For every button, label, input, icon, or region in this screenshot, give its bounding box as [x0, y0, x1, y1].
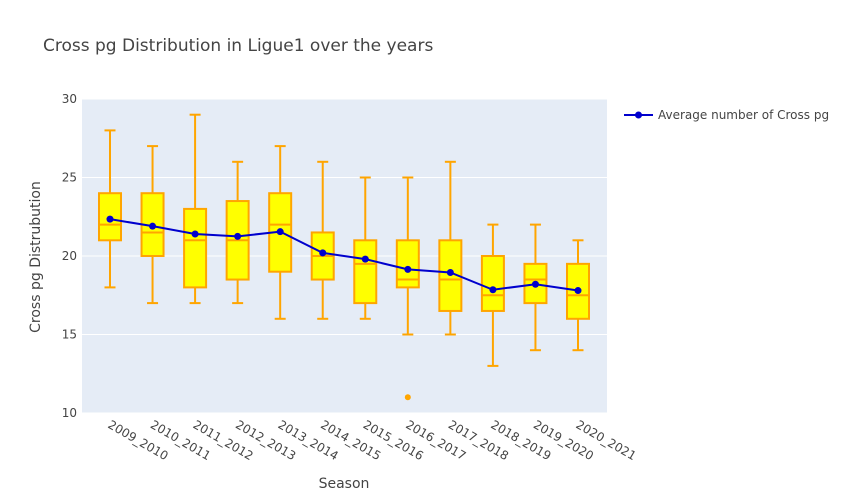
average-point	[446, 268, 454, 276]
box-plot	[395, 176, 420, 401]
x-axis-title: Season	[319, 476, 370, 492]
average-point	[276, 228, 284, 236]
average-point	[531, 280, 539, 288]
y-tick-label: 10	[62, 406, 77, 420]
average-line-path	[109, 218, 579, 292]
average-point	[574, 287, 582, 295]
box-plot	[353, 176, 378, 320]
y-tick-label: 30	[62, 92, 77, 106]
legend[interactable]: Average number of Cross pg	[624, 108, 829, 122]
box-body	[353, 239, 378, 305]
average-point	[404, 265, 412, 273]
y-tick-label: 25	[62, 171, 77, 185]
y-tick-label: 20	[62, 249, 77, 263]
y-tick-label: 15	[62, 328, 77, 342]
average-point	[234, 232, 242, 240]
x-tick-labels: 2009_20102010_20112011_20122012_20132013…	[106, 417, 639, 463]
chart-title: Cross pg Distribution in Ligue1 over the…	[43, 36, 433, 56]
y-tick-labels: 10 15 20 25 30	[62, 92, 77, 420]
legend-label: Average number of Cross pg	[658, 108, 829, 122]
box-plot	[480, 223, 505, 367]
average-point	[106, 215, 114, 223]
box-body	[183, 207, 208, 289]
box-body	[395, 239, 420, 289]
outlier-point	[404, 394, 411, 401]
average-point	[319, 249, 327, 257]
average-point	[489, 286, 497, 294]
average-point	[191, 230, 199, 238]
average-point	[361, 255, 369, 263]
box-plot	[225, 160, 250, 305]
average-point	[149, 222, 157, 230]
average-line	[106, 215, 582, 295]
legend-marker-icon	[635, 111, 642, 119]
box-plot	[183, 113, 208, 305]
box-body	[480, 255, 505, 312]
y-axis-title: Cross pg Distrubution	[28, 181, 44, 333]
